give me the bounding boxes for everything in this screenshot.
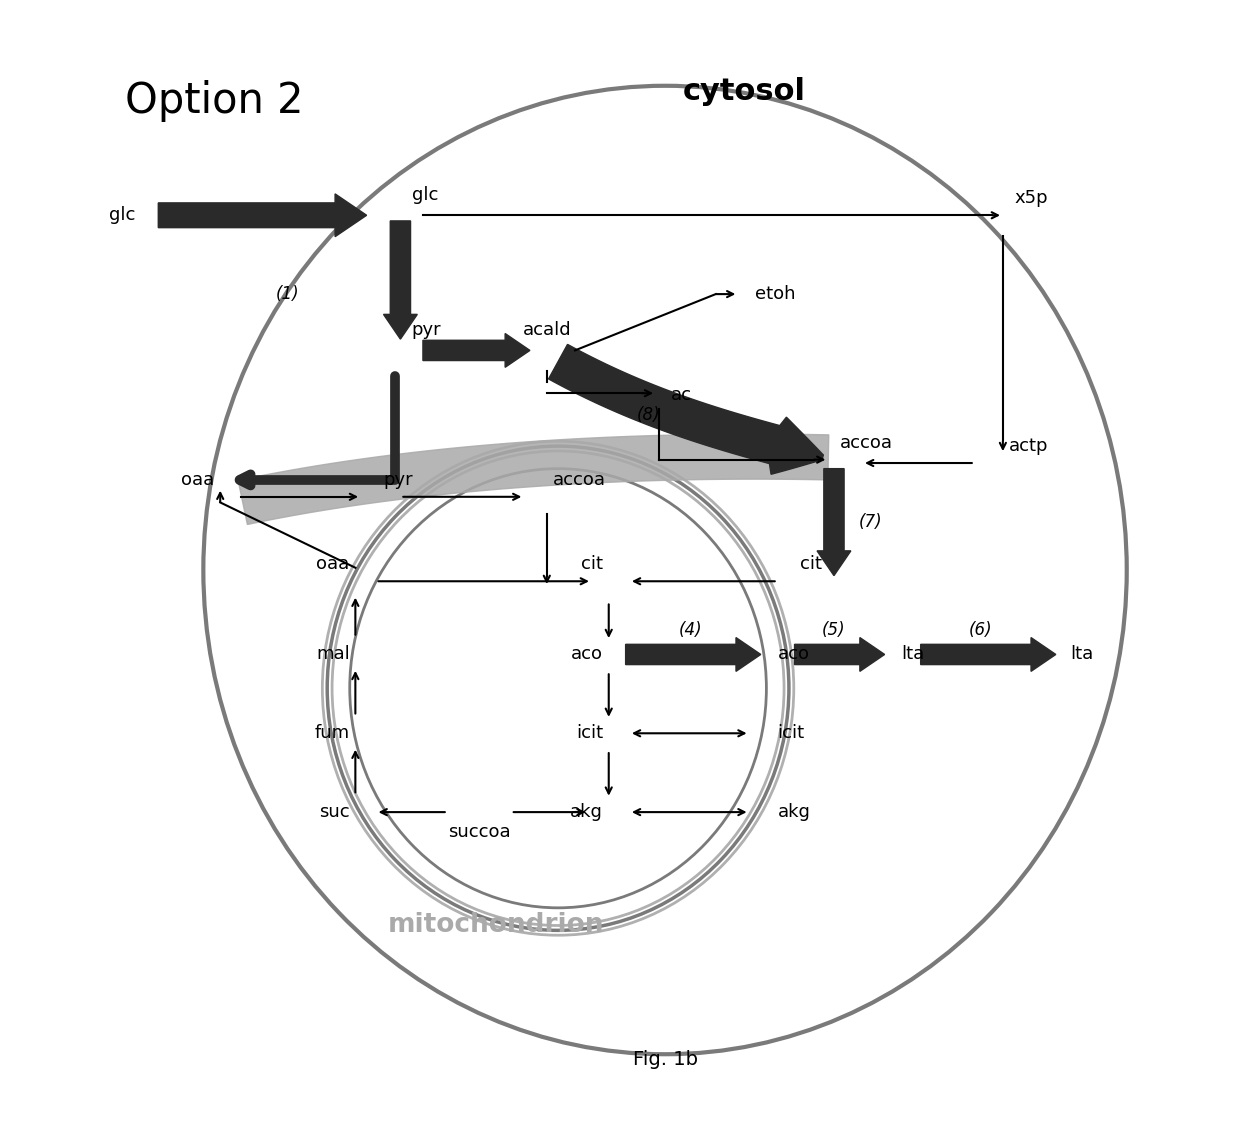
Text: etoh: etoh <box>755 285 796 303</box>
Text: Fig. 1b: Fig. 1b <box>632 1050 698 1069</box>
Text: succoa: succoa <box>448 823 511 841</box>
Text: pyr: pyr <box>383 471 413 489</box>
Text: (5): (5) <box>822 620 846 638</box>
Polygon shape <box>548 344 823 474</box>
Text: aco: aco <box>572 645 603 663</box>
Text: glc: glc <box>412 186 438 204</box>
FancyArrow shape <box>626 637 761 671</box>
Text: accoa: accoa <box>553 471 605 489</box>
FancyArrow shape <box>423 334 529 367</box>
Text: actp: actp <box>1008 437 1048 455</box>
Text: glc: glc <box>109 206 135 225</box>
Text: pyr: pyr <box>412 321 441 339</box>
Text: akg: akg <box>570 803 603 821</box>
Text: Option 2: Option 2 <box>124 80 303 122</box>
FancyArrow shape <box>159 194 367 237</box>
Text: (1): (1) <box>277 285 300 303</box>
Text: icit: icit <box>577 724 603 742</box>
Text: suc: suc <box>319 803 350 821</box>
Text: x5p: x5p <box>1014 189 1048 207</box>
Text: (8): (8) <box>636 406 660 424</box>
Text: lta: lta <box>901 645 925 663</box>
FancyArrow shape <box>920 637 1055 671</box>
Text: (6): (6) <box>968 620 992 638</box>
Text: lta: lta <box>1070 645 1094 663</box>
Text: fum: fum <box>315 724 350 742</box>
FancyArrow shape <box>795 637 884 671</box>
Text: oaa: oaa <box>316 555 350 573</box>
FancyArrow shape <box>383 221 418 339</box>
Text: oaa: oaa <box>181 471 215 489</box>
Text: (4): (4) <box>678 620 702 638</box>
FancyArrow shape <box>817 469 851 576</box>
Text: ac: ac <box>671 386 692 405</box>
Text: mal: mal <box>316 645 350 663</box>
Polygon shape <box>238 434 828 524</box>
Text: (7): (7) <box>859 513 883 531</box>
Text: icit: icit <box>777 724 805 742</box>
Text: mitochondrion: mitochondrion <box>388 912 604 938</box>
Text: aco: aco <box>777 645 810 663</box>
Text: akg: akg <box>777 803 811 821</box>
Text: cit: cit <box>800 555 822 573</box>
Text: cit: cit <box>582 555 603 573</box>
Text: cytosol: cytosol <box>682 76 805 106</box>
Text: accoa: accoa <box>839 433 893 451</box>
Text: acald: acald <box>522 321 572 339</box>
